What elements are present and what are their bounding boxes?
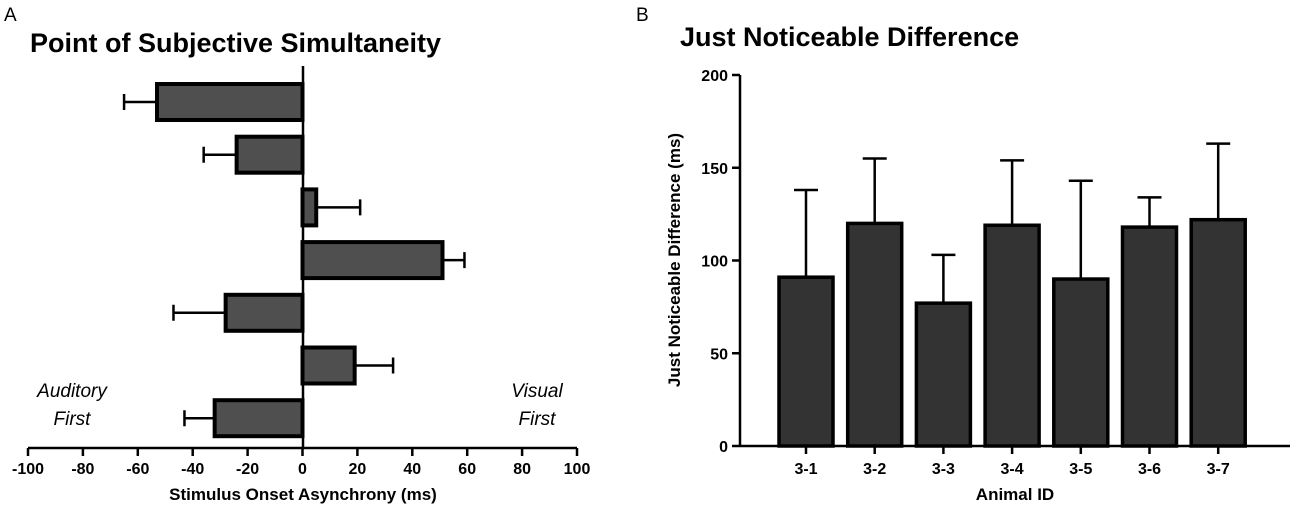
panel-b-x-tick-label-3-1: 3-1: [794, 461, 817, 478]
panel-b-x-tick-label-3-5: 3-5: [1069, 461, 1092, 478]
panel-a-x-tick-label-9: 60: [458, 461, 476, 478]
panel-a-x-axis-label: Stimulus Onset Asynchrony (ms): [169, 485, 437, 504]
panel-b-y-axis-label: Just Noticeable Difference (ms): [665, 133, 684, 387]
panel-a-title: Point of Subjective Simultaneity: [30, 28, 441, 58]
panel-a-error-bar-4: [442, 252, 466, 269]
panel-a-x-tick-label-8: 40: [403, 461, 421, 478]
panel-b-error-bar-3-6: [1137, 196, 1162, 228]
visual-first-annotation-line2: First: [519, 409, 557, 430]
panel-b-y-tick-label-4: 150: [701, 161, 728, 178]
panel-b-error-bar-3-2: [862, 157, 887, 224]
panel-a-error-bar-3: [316, 199, 362, 216]
panel-a-x-tick-label-1: -100: [12, 461, 44, 478]
panel-b-bar-3-3: [914, 301, 973, 448]
panel-b-letter: B: [636, 5, 649, 26]
panel-a-bars: [122, 82, 466, 439]
panel-b-error-bar-3-3: [931, 253, 956, 304]
panel-a-bar-1: [155, 82, 305, 122]
panel-a-x-ticks: -100 -80 -60 -40 -20 0 20 40 60 80 100: [12, 448, 590, 478]
panel-b-y-tick-label-5: 200: [701, 68, 728, 85]
panel-a-error-bar-6: [354, 357, 395, 374]
panel-b-x-axis-label: Animal ID: [976, 485, 1054, 504]
panel-a-bar-6: [300, 345, 357, 386]
panel-a-error-bar-5: [172, 304, 226, 321]
panel-b-error-bar-3-1: [794, 188, 818, 278]
panel-a-bar-2: [234, 134, 305, 175]
panel-a-error-bar-7: [183, 410, 215, 427]
panel-b-x-tick-label-3-3: 3-3: [932, 461, 955, 478]
panel-b-bar-3-4: [983, 223, 1041, 448]
panel-a-chart: A Point of Subjective Simultaneity -100-…: [4, 5, 590, 504]
panel-a-x-tick-label-11: 100: [564, 461, 591, 478]
panel-a-x-tick-label-10: 80: [513, 461, 531, 478]
panel-b-y-tick-label-1: 0: [719, 439, 728, 456]
panel-b-error-bar-3-7: [1206, 142, 1231, 220]
panel-a-bar-4: [300, 240, 445, 281]
panel-a-x-tick-label-6: 0: [298, 461, 307, 478]
panel-a-bar-3: [300, 187, 319, 228]
panel-b-bars: [777, 142, 1247, 448]
auditory-first-annotation-line2: First: [54, 409, 92, 430]
panel-b-chart: B Just Noticeable Difference 0 50 100 150 20…: [636, 5, 1290, 504]
panel-a-letter: A: [4, 5, 17, 26]
panel-b-bar-3-6: [1120, 225, 1179, 448]
panel-a-x-tick-label-3: -60: [126, 461, 149, 478]
panel-b-x-tick-label-3-2: 3-2: [863, 461, 886, 478]
panel-b-x-tick-label-3-7: 3-7: [1207, 461, 1230, 478]
panel-a-error-bar-2: [202, 146, 237, 163]
panel-a-x-tick-label-2: -80: [71, 461, 94, 478]
panel-a-x-tick-label-4: -40: [181, 461, 204, 478]
panel-b-title: Just Noticeable Difference: [680, 22, 1019, 52]
panel-a-bar-7: [212, 398, 305, 439]
panel-b-bar-3-1: [777, 275, 835, 448]
visual-first-annotation-line1: Visual: [511, 381, 563, 402]
panel-a-x-tick-label-5: -20: [236, 461, 259, 478]
panel-a-error-bar-1: [122, 94, 158, 110]
panel-b-y-tick-label-3: 100: [701, 254, 728, 271]
auditory-first-annotation-line1: Auditory: [36, 381, 108, 402]
panel-a-x-tick-label-7: 20: [349, 461, 367, 478]
panel-b-x-tick-label-3-6: 3-6: [1138, 461, 1161, 478]
panel-b-error-bar-3-4: [1000, 159, 1025, 226]
panel-b-y-ticks: 0 50 100 150 200: [701, 68, 740, 456]
panel-b-x-tick-label-3-4: 3-4: [1001, 461, 1024, 478]
panel-b-bar-3-2: [845, 221, 904, 448]
panel-a-bar-5: [223, 292, 305, 333]
panel-b-y-tick-label-2: 50: [710, 346, 728, 363]
panel-b-bar-3-7: [1189, 217, 1247, 448]
panel-b-error-bar-3-5: [1068, 179, 1093, 280]
panel-b-bar-3-5: [1052, 277, 1110, 448]
panel-b-x-ticks: 3-1 3-2 3-3 3-4 3-5 3-6 3-7: [794, 446, 1230, 478]
